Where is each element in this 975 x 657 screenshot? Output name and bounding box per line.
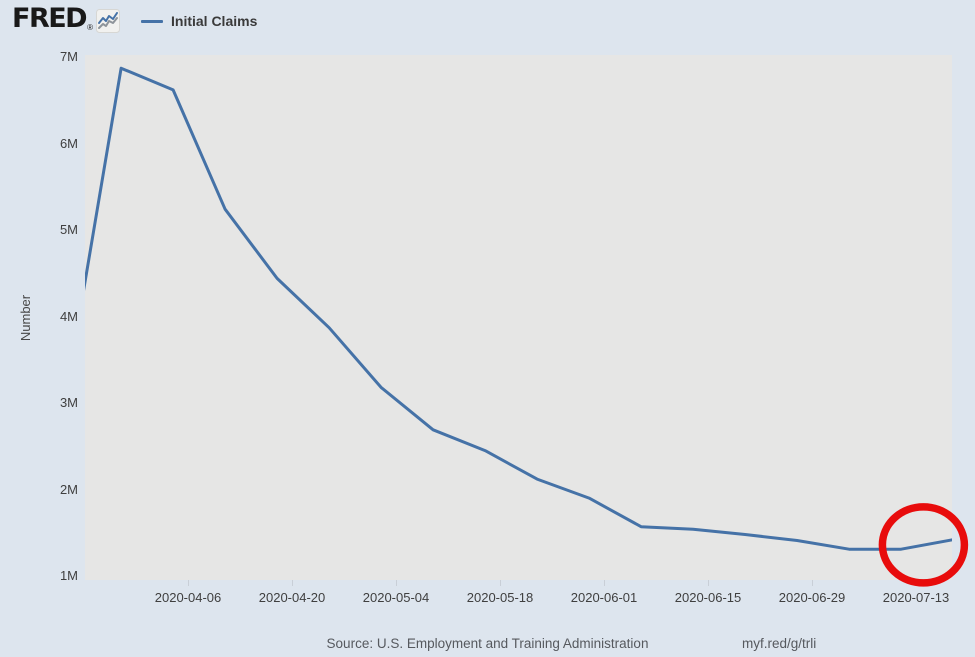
legend-line-swatch — [141, 19, 163, 23]
source-text: Source: U.S. Employment and Training Adm… — [326, 636, 649, 651]
x-tick-mark — [500, 580, 501, 586]
x-tick-label: 2020-06-01 — [570, 590, 638, 605]
x-tick-label: 2020-05-04 — [362, 590, 430, 605]
y-tick-label: 4M — [59, 308, 78, 324]
legend-series-label: Initial Claims — [171, 13, 258, 29]
sparkline-icon — [96, 9, 120, 33]
fred-logo: FRED ® — [12, 4, 120, 34]
y-tick-label: 7M — [59, 49, 78, 64]
x-tick-label: 2020-04-20 — [258, 590, 326, 605]
x-tick-mark — [708, 580, 709, 586]
fred-logo-text: FRED — [12, 3, 88, 34]
x-tick-label: 2020-04-06 — [154, 590, 222, 605]
x-tick-mark — [604, 580, 605, 586]
x-tick-mark — [916, 580, 917, 586]
legend: Initial Claims — [141, 13, 257, 29]
x-tick-mark — [292, 580, 293, 586]
plot-area — [85, 55, 952, 580]
y-tick-label: 3M — [59, 395, 78, 410]
x-tick-label: 2020-07-13 — [882, 590, 950, 605]
x-tick-label: 2020-06-15 — [674, 590, 742, 605]
x-tick-mark — [188, 580, 189, 586]
y-tick-label: 1M — [59, 568, 78, 583]
y-tick-label: 6M — [59, 135, 78, 151]
registered-trademark: ® — [87, 23, 93, 32]
x-tick-label: 2020-06-29 — [778, 590, 846, 605]
y-tick-label: 5M — [59, 222, 78, 237]
x-tick-mark — [812, 580, 813, 586]
x-tick-mark — [396, 580, 397, 586]
y-tick-label: 2M — [59, 481, 78, 497]
x-tick-label: 2020-05-18 — [466, 590, 534, 605]
short-url-link[interactable]: myf.red/g/trli — [742, 636, 817, 651]
